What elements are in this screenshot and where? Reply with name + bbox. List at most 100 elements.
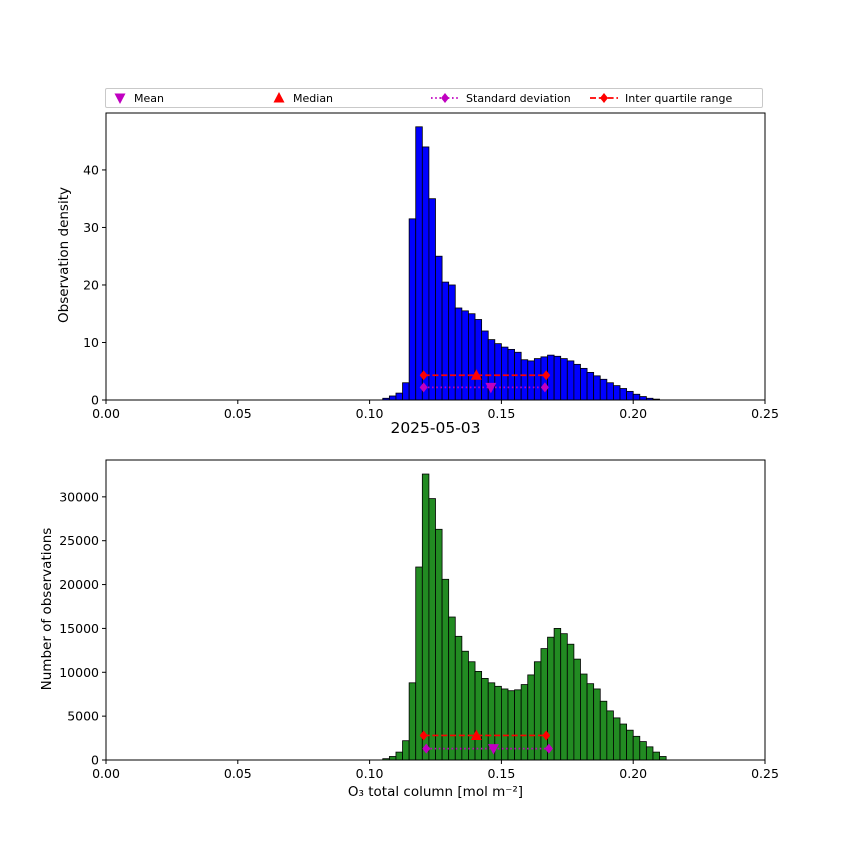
histogram-bar xyxy=(402,382,410,401)
y-tick-label: 10000 xyxy=(59,665,99,680)
histogram-bar xyxy=(435,528,443,761)
histogram-bar xyxy=(395,751,403,761)
y-tick-label: 25000 xyxy=(59,533,99,548)
histogram-bar xyxy=(388,395,397,401)
legend: Mean Median Standard deviation Inter qua… xyxy=(105,88,763,108)
histogram-bar xyxy=(566,643,575,761)
y-tick-label: 15000 xyxy=(59,621,99,636)
x-tick-label: 0.05 xyxy=(224,766,252,781)
iqr-marker-icon xyxy=(590,93,619,103)
histogram-bar xyxy=(632,393,641,401)
median-marker xyxy=(470,369,482,380)
histogram-bar xyxy=(547,636,555,761)
histogram-bar xyxy=(474,671,483,761)
histogram-bar xyxy=(626,729,634,761)
histogram-bar xyxy=(527,360,535,401)
histogram-bar xyxy=(586,371,595,401)
histogram-bar xyxy=(659,756,667,761)
histogram-bar xyxy=(586,683,595,761)
histogram-bar xyxy=(428,198,436,401)
histogram-bar xyxy=(468,661,476,761)
histogram-bar xyxy=(454,635,463,761)
histogram-bar xyxy=(566,360,575,401)
histogram-bar xyxy=(606,710,614,761)
y-axis-label-top: Observation density xyxy=(56,187,72,323)
legend-item-mean: Mean xyxy=(112,92,271,105)
histogram-bar xyxy=(540,648,548,761)
histogram-bar xyxy=(606,382,614,401)
std-deviation-marker-icon xyxy=(431,93,460,103)
histogram-bar xyxy=(619,388,628,401)
y-tick-label: 40 xyxy=(83,162,99,177)
histogram-bar xyxy=(593,375,601,401)
histogram-bar xyxy=(573,363,581,401)
histogram-bar xyxy=(580,367,588,401)
histogram-bar xyxy=(514,351,522,401)
x-tick-label: 0.00 xyxy=(92,766,120,781)
median-marker-icon xyxy=(273,92,285,103)
mean-marker-icon xyxy=(114,93,126,104)
std-right-endcap xyxy=(544,743,553,754)
x-tick-label: 0.15 xyxy=(487,766,515,781)
diamond-glyph xyxy=(441,93,450,103)
date-title: 2025-05-03 xyxy=(390,419,481,437)
histogram-bar xyxy=(639,396,647,401)
histogram-bar xyxy=(613,717,621,761)
histogram-bar xyxy=(507,690,515,761)
histogram-bar xyxy=(632,735,641,761)
histogram-bar xyxy=(481,678,489,761)
histogram-bar xyxy=(408,682,417,761)
histogram-bar xyxy=(619,723,628,761)
x-tick-label: 0.00 xyxy=(92,406,120,421)
histogram-bar xyxy=(421,473,430,761)
histogram-bar xyxy=(395,392,403,401)
histogram-bar xyxy=(560,358,568,401)
x-tick-label: 0.10 xyxy=(356,406,384,421)
histogram-bar xyxy=(388,756,397,761)
histogram-bar xyxy=(415,126,423,401)
legend-label-iqr: Inter quartile range xyxy=(625,91,733,105)
iqr-right-endcap xyxy=(542,730,551,741)
legend-label-median: Median xyxy=(293,91,334,105)
histogram-bar xyxy=(520,359,529,401)
triangle-up-glyph xyxy=(273,92,285,103)
histogram-bar xyxy=(494,343,502,401)
legend-label-mean: Mean xyxy=(134,91,164,105)
iqr-right-endcap xyxy=(542,370,551,381)
histogram-bar xyxy=(435,255,443,401)
median-marker xyxy=(470,729,482,740)
diamond-glyph xyxy=(600,93,609,103)
std-right-endcap xyxy=(540,382,549,393)
histogram-bar xyxy=(639,741,647,761)
y-tick-label: 0 xyxy=(91,753,99,768)
histogram-bar xyxy=(461,650,469,761)
x-tick-label: 0.10 xyxy=(356,766,384,781)
histogram-bar xyxy=(599,700,608,761)
y-tick-label: 5000 xyxy=(67,709,99,724)
iqr-left-endcap xyxy=(419,730,428,741)
top-panel: 0.00 0.05 0.10 0.15 0.20 0.25 0 10 20 30 40 xyxy=(83,112,779,421)
axes-frame xyxy=(105,459,766,761)
histogram-bar xyxy=(645,746,654,761)
axes-frame xyxy=(105,112,766,401)
triangle-down-glyph xyxy=(114,93,126,104)
x-tick-label: 0.05 xyxy=(224,406,252,421)
x-tick-label: 0.20 xyxy=(619,406,647,421)
histogram-bar xyxy=(481,330,489,401)
histogram-bar xyxy=(448,284,456,401)
histogram-bar xyxy=(428,498,436,761)
legend-item-std: Standard deviation xyxy=(430,92,589,105)
iqr-left-endcap xyxy=(419,370,428,381)
x-axis-label: O₃ total column [mol m⁻²] xyxy=(347,784,524,800)
y-tick-label: 20000 xyxy=(59,577,99,592)
histogram-bar xyxy=(613,385,621,401)
histogram-bar xyxy=(580,673,588,761)
histogram-bar xyxy=(626,390,634,401)
y-tick-label: 30000 xyxy=(59,489,99,504)
histogram-bar xyxy=(514,689,522,761)
legend-label-std: Standard deviation xyxy=(466,91,571,105)
x-tick-label: 0.25 xyxy=(751,406,779,421)
histogram-bar xyxy=(454,307,463,401)
histogram-bar xyxy=(573,658,581,761)
